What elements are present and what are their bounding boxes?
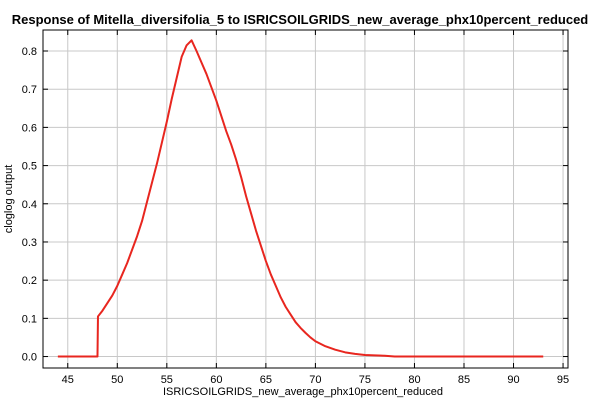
grid	[43, 30, 568, 368]
y-tick-label: 0.7	[22, 84, 37, 96]
x-tick-label: 75	[359, 374, 371, 386]
series-layer	[57, 39, 544, 358]
y-tick-label: 0.4	[22, 199, 37, 211]
x-tick-label: 55	[161, 374, 173, 386]
x-tick-label: 70	[309, 374, 321, 386]
response-curve-line	[57, 39, 544, 358]
chart-title: Response of Mitella_diversifolia_5 to IS…	[12, 12, 589, 27]
axis-ticks	[43, 30, 568, 368]
x-tick-label: 95	[557, 374, 569, 386]
y-tick-label: 0.0	[22, 352, 37, 364]
x-tick-label: 60	[210, 374, 222, 386]
plot-frame	[42, 29, 569, 369]
x-tick-label: 50	[111, 374, 123, 386]
x-tick-label: 65	[260, 374, 272, 386]
tick-labels: 45 50 55 60 65 70 75 80 85 90 95 0.0 0.1 0.2 0.3 0.4 0.5…	[22, 46, 569, 386]
x-axis-label: ISRICSOILGRIDS_new_average_phx10percent_…	[163, 386, 443, 398]
y-tick-label: 0.1	[22, 313, 37, 325]
x-tick-label: 45	[62, 374, 74, 386]
y-tick-label: 0.5	[22, 161, 37, 173]
y-tick-label: 0.3	[22, 237, 37, 249]
y-tick-label: 0.2	[22, 275, 37, 287]
y-tick-label: 0.8	[22, 46, 37, 58]
x-tick-label: 90	[507, 374, 519, 386]
y-axis-label: cloglog output	[3, 165, 15, 234]
x-tick-label: 85	[458, 374, 470, 386]
x-tick-label: 80	[408, 374, 420, 386]
y-tick-label: 0.6	[22, 122, 37, 134]
